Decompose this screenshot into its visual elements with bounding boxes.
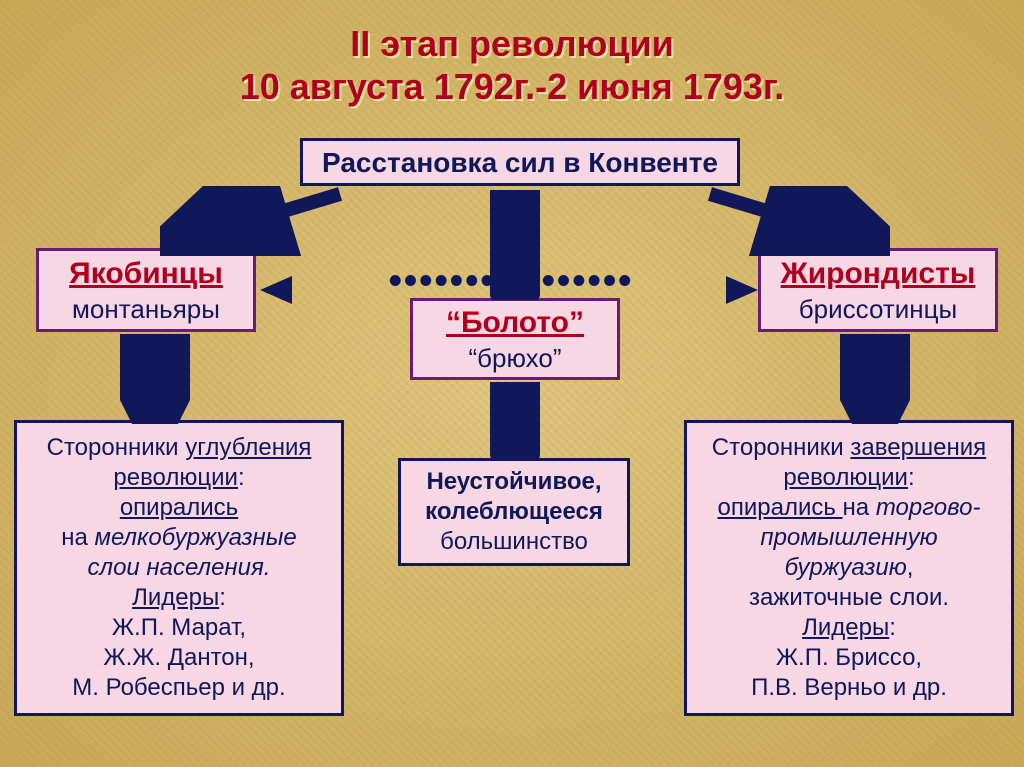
jacobins-box: Якобинцы монтаньяры: [36, 248, 256, 332]
jacobins-title: Якобинцы: [69, 255, 223, 293]
dotted-left-arrowhead: [256, 272, 292, 308]
slide-title: II этап революции 10 августа 1792г.-2 ию…: [0, 0, 1024, 108]
root-box: Расстановка сил в Конвенте: [300, 138, 740, 186]
swamp-subtitle: “брюхо”: [468, 342, 561, 375]
swamp-box: “Болото” “брюхо”: [410, 298, 620, 380]
arrow-jacobins-down: [120, 334, 190, 424]
swamp-description: Неустойчивое, колеблющееся большинство: [398, 458, 630, 566]
jacobins-description: Сторонники углубления революции: опирали…: [14, 420, 344, 716]
arrow-girondins-down: [840, 334, 910, 424]
dotted-connector: ••••••••••••••••: [292, 260, 730, 303]
arrow-root-to-jacobins: [160, 186, 360, 256]
root-text: Расстановка сил в Конвенте: [322, 145, 718, 180]
title-line2: 10 августа 1792г.-2 июня 1793г.: [0, 65, 1024, 108]
jacobins-subtitle: монтаньяры: [72, 293, 220, 326]
swamp-title: “Болото”: [446, 304, 584, 342]
girondins-subtitle: бриссотинцы: [799, 293, 957, 326]
title-line1: II этап революции: [0, 22, 1024, 65]
dotted-right-arrowhead: [726, 272, 762, 308]
girondins-title: Жирондисты: [781, 255, 976, 293]
girondins-description: Сторонники завершения революции: опирали…: [684, 420, 1014, 716]
arrow-swamp-down: [490, 382, 540, 460]
girondins-box: Жирондисты бриссотинцы: [758, 248, 998, 332]
arrow-root-to-girondins: [690, 186, 890, 256]
